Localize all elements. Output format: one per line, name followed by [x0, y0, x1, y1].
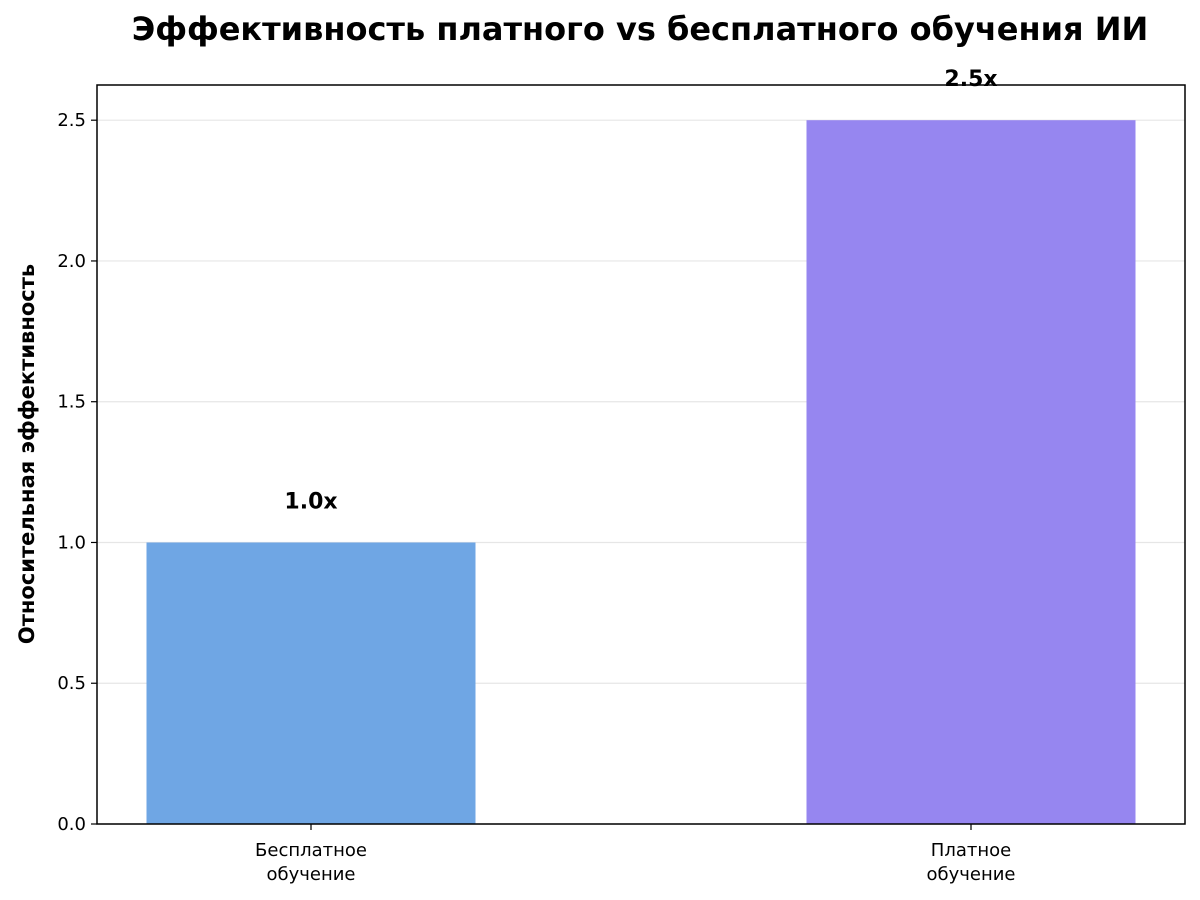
y-axis-label: Относительная эффективность: [15, 264, 39, 644]
y-tick-label: 2.0: [57, 251, 86, 272]
data-label: 1.0x: [284, 489, 337, 514]
y-axis-ticks: 0.0 0.5 1.0 1.5 2.0 2.5: [57, 110, 97, 835]
y-tick-label: 2.5: [57, 110, 86, 131]
y-tick-label: 1.0: [57, 532, 86, 553]
bar: [146, 542, 476, 824]
chart-title: Эффективность платного vs бесплатного об…: [131, 10, 1149, 48]
x-tick-label: Бесплатное: [255, 840, 367, 861]
bars: [146, 120, 1136, 824]
x-tick-label: Платное: [931, 840, 1011, 861]
x-tick-label: обучение: [266, 864, 355, 885]
plot-frame: [96, 84, 1186, 825]
data-labels: 1.0x 2.5x: [284, 67, 997, 514]
data-label: 2.5x: [944, 67, 997, 92]
x-tick-label: обучение: [926, 864, 1015, 885]
y-tick-label: 0.5: [57, 673, 86, 694]
bar: [806, 120, 1136, 824]
y-tick-label: 1.5: [57, 392, 86, 413]
x-axis-ticks: Бесплатное обучение Платное обучение: [255, 824, 1016, 885]
y-tick-label: 0.0: [57, 814, 86, 835]
